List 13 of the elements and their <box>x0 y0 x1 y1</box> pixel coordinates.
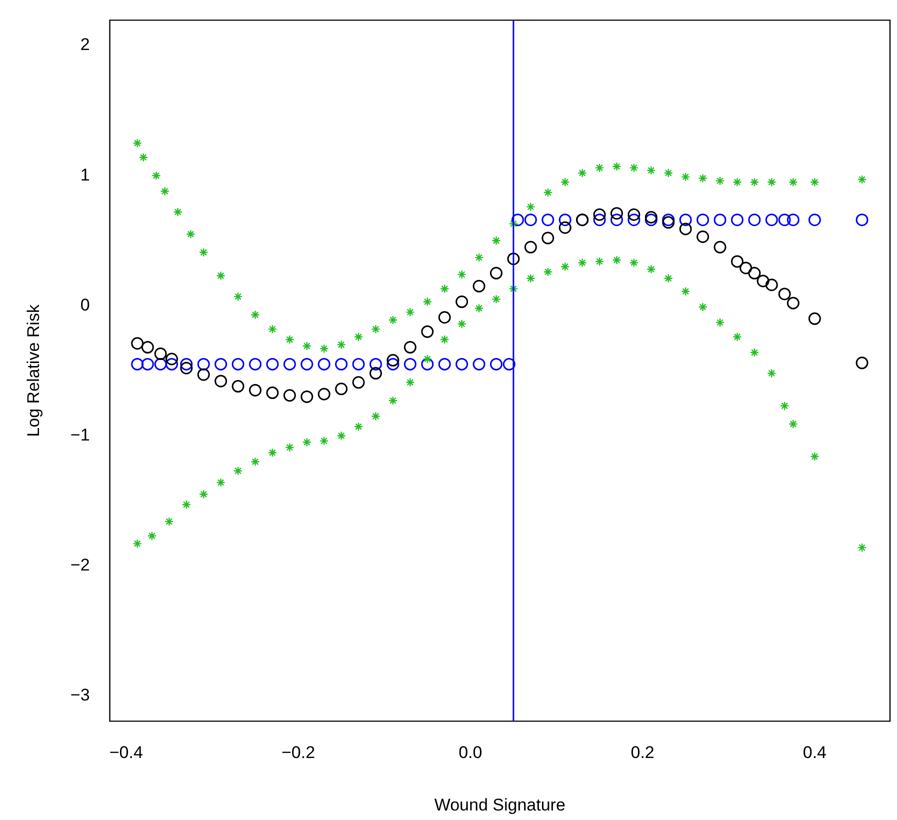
x-tick-label: 0.2 <box>630 743 654 762</box>
x-tick-label: −0.4 <box>109 743 143 762</box>
y-tick-label: −3 <box>70 686 90 705</box>
x-axis-title: Wound Signature <box>434 795 566 814</box>
x-tick-label: −0.2 <box>281 743 316 762</box>
y-tick-label: 0 <box>80 295 90 314</box>
y-tick-label: −1 <box>70 425 90 444</box>
y-tick-label: 1 <box>80 165 90 184</box>
y-axis-title: Log Relative Risk <box>24 304 43 437</box>
x-tick-label: 0.0 <box>458 743 482 762</box>
y-tick-label: −2 <box>70 555 90 574</box>
y-tick-label: 2 <box>80 35 90 54</box>
x-tick-label: 0.4 <box>802 743 827 762</box>
